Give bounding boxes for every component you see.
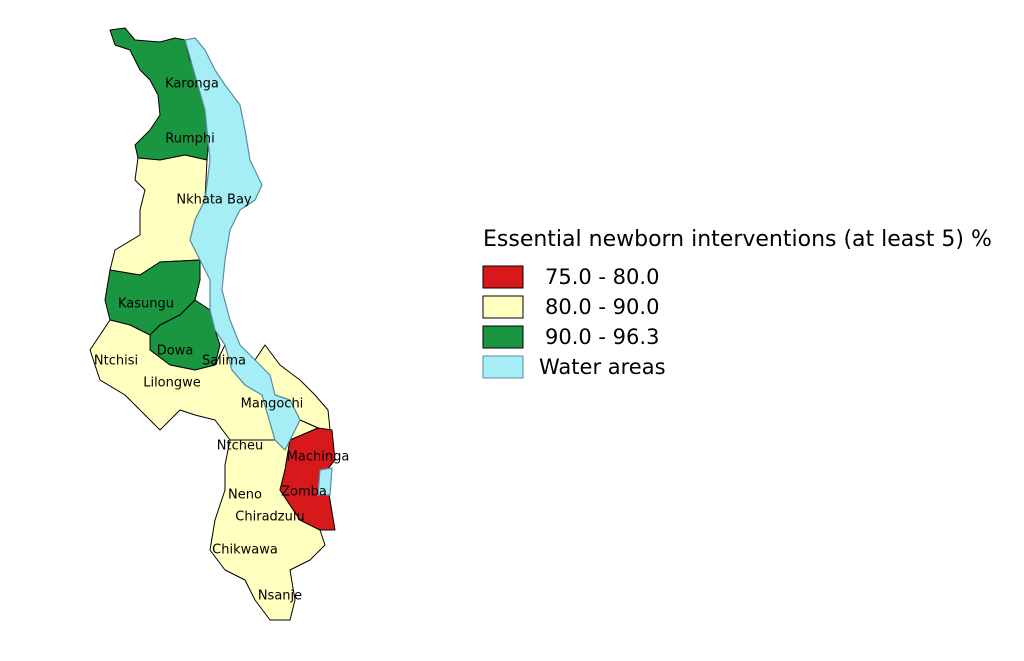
- district-label: Salima: [202, 354, 246, 369]
- lake-malawi: [184, 37, 301, 451]
- legend-label: 90.0 - 96.3: [545, 325, 659, 349]
- legend-label: 80.0 - 90.0: [545, 295, 659, 319]
- district-label: Karonga: [165, 77, 219, 92]
- district-label: Kasungu: [118, 297, 174, 312]
- district-label: Ntcheu: [217, 439, 263, 454]
- legend-swatch: [482, 355, 524, 379]
- lake-chilwa: [317, 467, 333, 496]
- north-central-region: [109, 154, 208, 276]
- district-label: Machinga: [287, 450, 350, 465]
- district-label: Dowa: [157, 344, 194, 359]
- east-region: [279, 427, 336, 531]
- legend-label: Water areas: [539, 355, 666, 379]
- district-label: Chikwawa: [212, 543, 278, 558]
- district-label: Zomba: [281, 485, 327, 500]
- legend: Essential newborn interventions (at leas…: [482, 227, 992, 379]
- legend-title: Essential newborn interventions (at leas…: [483, 227, 992, 252]
- district-label: Nkhata Bay: [176, 193, 252, 208]
- district-label: Ntchisi: [94, 354, 138, 369]
- legend-swatch: [482, 265, 524, 289]
- legend-swatch: [482, 295, 524, 319]
- district-label: Nsanje: [258, 589, 302, 604]
- district-label: Neno: [228, 488, 262, 503]
- district-label: Chiradzulu: [235, 510, 304, 525]
- legend-label: 75.0 - 80.0: [545, 265, 659, 289]
- district-labels: Karonga Rumphi Nkhata Bay Kasungu Ntchis…: [94, 77, 349, 604]
- legend-swatch: [482, 325, 524, 349]
- map: [89, 27, 336, 621]
- district-label: Rumphi: [165, 132, 214, 147]
- district-label: Lilongwe: [143, 376, 201, 391]
- district-label: Mangochi: [241, 397, 304, 412]
